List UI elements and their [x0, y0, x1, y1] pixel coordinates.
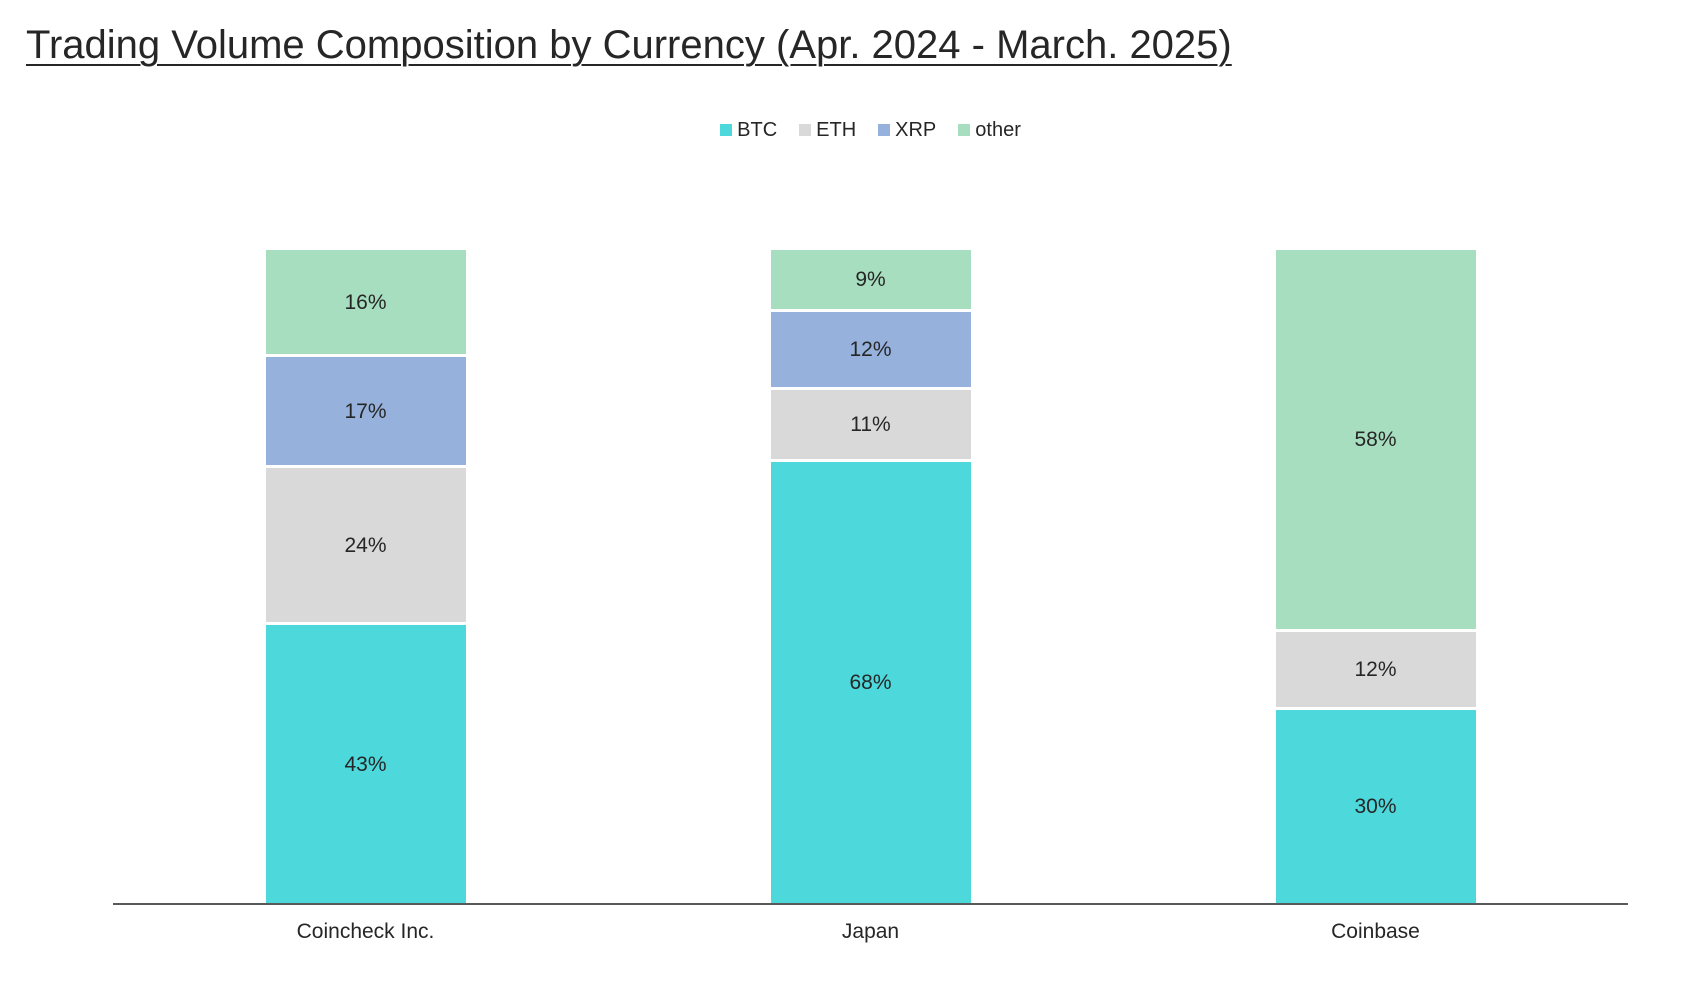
segment-btc: 30%: [1275, 707, 1476, 903]
stacked-bar-coincheck-inc-: 16% 17% 24% 43%: [265, 250, 466, 903]
data-label: 58%: [1354, 427, 1397, 451]
segment-btc: 43%: [265, 622, 466, 903]
segment-xrp: 12%: [770, 308, 971, 388]
legend-swatch-icon: [720, 124, 733, 136]
legend-item-xrp: XRP: [878, 120, 936, 140]
category-label: Coinbase: [1331, 920, 1420, 943]
legend-swatch-icon: [958, 124, 971, 136]
data-label: 24%: [344, 533, 387, 557]
data-label: 12%: [1354, 657, 1397, 681]
legend-item-btc: BTC: [720, 120, 777, 140]
stacked-bar-coinbase: 58% 12% 30%: [1275, 250, 1476, 903]
chart-title: Trading Volume Composition by Currency (…: [26, 23, 1232, 67]
data-label: 43%: [344, 752, 387, 776]
segment-eth: 11%: [770, 387, 971, 459]
segment-btc: 68%: [770, 458, 971, 903]
plot-area: 16% 17% 24% 43% 9% 12% 11% 68% 58% 12% 30%: [113, 250, 1628, 903]
data-label: 30%: [1354, 795, 1397, 819]
legend-item-eth: ETH: [799, 120, 856, 140]
legend: BTC ETH XRP other: [113, 116, 1628, 144]
data-label: 68%: [849, 670, 892, 694]
data-label: 17%: [344, 399, 387, 423]
segment-other: 58%: [1275, 250, 1476, 629]
data-label: 9%: [855, 267, 886, 291]
legend-label: BTC: [737, 119, 778, 141]
legend-label: XRP: [895, 119, 937, 141]
category-label: Coincheck Inc.: [296, 920, 435, 943]
segment-eth: 24%: [265, 465, 466, 623]
legend-swatch-icon: [878, 124, 891, 136]
stacked-bar-japan: 9% 12% 11% 68%: [770, 250, 971, 903]
segment-eth: 12%: [1275, 628, 1476, 708]
segment-other: 9%: [770, 250, 971, 309]
x-axis-line: [113, 903, 1628, 905]
segment-xrp: 17%: [265, 354, 466, 466]
category-label: Japan: [841, 920, 900, 943]
category-axis-labels: Coincheck Inc. Japan Coinbase: [113, 920, 1628, 950]
data-label: 12%: [849, 337, 892, 361]
legend-label: ETH: [816, 119, 857, 141]
data-label: 11%: [850, 413, 891, 437]
legend-swatch-icon: [799, 124, 812, 136]
legend-label: other: [975, 119, 1021, 141]
legend-item-other: other: [958, 120, 1021, 140]
segment-other: 16%: [265, 250, 466, 355]
data-label: 16%: [344, 290, 387, 314]
